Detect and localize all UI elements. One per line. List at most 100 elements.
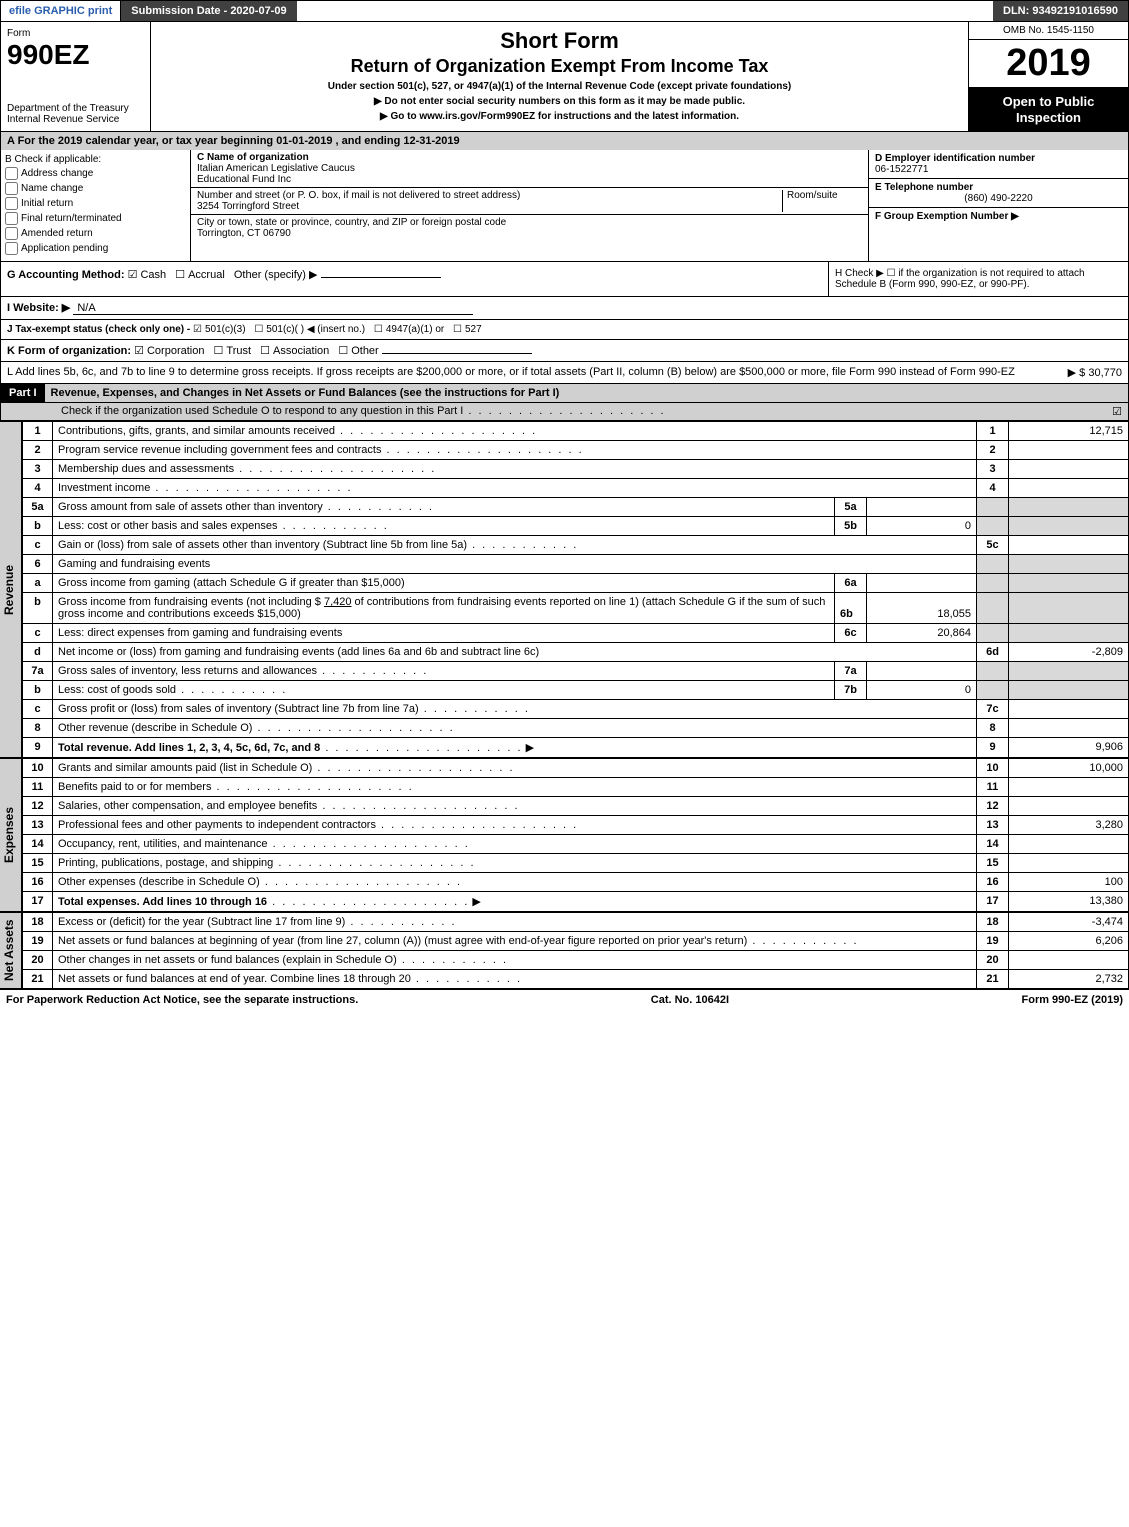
- subtitle-section: Under section 501(c), 527, or 4947(a)(1)…: [161, 81, 958, 92]
- ln: 14: [23, 835, 53, 854]
- desc: Membership dues and assessments: [53, 460, 977, 479]
- d-label: D Employer identification number: [875, 153, 1122, 164]
- val: [1009, 700, 1129, 719]
- address-cell: Number and street (or P. O. box, if mail…: [191, 188, 868, 215]
- opt-trust: Trust: [226, 345, 251, 357]
- opt-other: Other: [351, 345, 379, 357]
- chk-501c[interactable]: [254, 324, 266, 335]
- desc-wrap: Gross sales of inventory, less returns a…: [53, 662, 977, 681]
- chk-trust[interactable]: [214, 345, 227, 357]
- table-row: 5aGross amount from sale of assets other…: [23, 498, 1129, 517]
- table-row: 6Gaming and fundraising events: [23, 555, 1129, 574]
- chk-501c3[interactable]: [193, 324, 205, 335]
- desc: Program service revenue including govern…: [53, 441, 977, 460]
- grey: [977, 681, 1009, 700]
- city-value: Torrington, CT 06790: [197, 228, 862, 239]
- numcol: 9: [977, 738, 1009, 758]
- grey: [1009, 574, 1129, 593]
- expenses-section: Expenses 10Grants and similar amounts pa…: [0, 758, 1129, 912]
- desc: Gross amount from sale of assets other t…: [53, 498, 834, 516]
- grey: [1009, 517, 1129, 536]
- subln: 5b: [834, 517, 866, 535]
- val: -3,474: [1009, 913, 1129, 932]
- total-rev: Total revenue. Add lines 1, 2, 3, 4, 5c,…: [58, 742, 320, 754]
- ln: a: [23, 574, 53, 593]
- val: 3,280: [1009, 816, 1129, 835]
- chk-final-return[interactable]: Final return/terminated: [5, 212, 186, 225]
- table-row: 10Grants and similar amounts paid (list …: [23, 759, 1129, 778]
- ln: c: [23, 624, 53, 643]
- chk-4947[interactable]: [374, 324, 386, 335]
- val: 100: [1009, 873, 1129, 892]
- ln: c: [23, 700, 53, 719]
- chk-assoc[interactable]: [260, 345, 273, 357]
- chk-amended-return[interactable]: Amended return: [5, 227, 186, 240]
- org-name-2: Educational Fund Inc: [197, 174, 862, 185]
- chk-527[interactable]: [453, 324, 465, 335]
- ln: 12: [23, 797, 53, 816]
- chk-other[interactable]: [338, 345, 351, 357]
- open-public-1: Open to Public: [973, 94, 1124, 110]
- other-label: Other (specify) ▶: [234, 269, 318, 281]
- part1-sub: Check if the organization used Schedule …: [0, 403, 1129, 421]
- chk-application-pending[interactable]: Application pending: [5, 242, 186, 255]
- opt-527: 527: [465, 324, 482, 335]
- ln: 5a: [23, 498, 53, 517]
- chk-initial-return[interactable]: Initial return: [5, 197, 186, 210]
- desc-wrap: Less: direct expenses from gaming and fu…: [53, 624, 977, 643]
- website-value: N/A: [73, 302, 473, 315]
- table-row: 17Total expenses. Add lines 10 through 1…: [23, 892, 1129, 912]
- table-row: cGross profit or (loss) from sales of in…: [23, 700, 1129, 719]
- chk-cash[interactable]: [128, 269, 141, 281]
- title-shortform: Short Form: [161, 28, 958, 54]
- subval: [866, 498, 976, 516]
- group-exemption-cell: F Group Exemption Number ▶: [869, 208, 1128, 225]
- desc-wrap: Gross income from gaming (attach Schedul…: [53, 574, 977, 593]
- table-row: 11Benefits paid to or for members11: [23, 778, 1129, 797]
- dln-number: DLN: 93492191016590: [993, 1, 1128, 21]
- chk-label: Amended return: [21, 228, 93, 239]
- l-text: L Add lines 5b, 6c, and 7b to line 9 to …: [7, 366, 1058, 379]
- line-g: G Accounting Method: Cash Accrual Other …: [1, 262, 828, 296]
- ln: 17: [23, 892, 53, 912]
- other-org-input[interactable]: [382, 353, 532, 354]
- table-row: 16Other expenses (describe in Schedule O…: [23, 873, 1129, 892]
- table-row: 13Professional fees and other payments t…: [23, 816, 1129, 835]
- ln: 21: [23, 970, 53, 989]
- ln: d: [23, 643, 53, 662]
- ln: 19: [23, 932, 53, 951]
- numcol: 10: [977, 759, 1009, 778]
- subln: 7a: [834, 662, 866, 680]
- opt-assoc: Association: [273, 345, 329, 357]
- chk-label: Name change: [21, 183, 83, 194]
- numcol: 14: [977, 835, 1009, 854]
- desc: Gross income from gaming (attach Schedul…: [53, 574, 834, 592]
- cash-label: Cash: [140, 269, 166, 281]
- ln: 6: [23, 555, 53, 574]
- desc: Other expenses (describe in Schedule O): [53, 873, 977, 892]
- ln: 7a: [23, 662, 53, 681]
- grey: [977, 662, 1009, 681]
- chk-address-change[interactable]: Address change: [5, 167, 186, 180]
- numcol: 15: [977, 854, 1009, 873]
- numcol: 20: [977, 951, 1009, 970]
- ln: 9: [23, 738, 53, 758]
- phone-value: (860) 490-2220: [875, 193, 1122, 204]
- section-c: C Name of organization Italian American …: [191, 150, 868, 261]
- other-specify-input[interactable]: [321, 277, 441, 278]
- efile-link[interactable]: efile GRAPHIC print: [1, 1, 121, 21]
- table-row: 19Net assets or fund balances at beginni…: [23, 932, 1129, 951]
- chk-accrual[interactable]: [175, 269, 188, 281]
- form-number: 990EZ: [7, 39, 144, 71]
- ln: b: [23, 681, 53, 700]
- numcol: 4: [977, 479, 1009, 498]
- section-def: D Employer identification number 06-1522…: [868, 150, 1128, 261]
- chk-corp[interactable]: [134, 345, 147, 357]
- part1-checked[interactable]: ☑: [1112, 405, 1122, 418]
- netassets-table: 18Excess or (deficit) for the year (Subt…: [22, 912, 1129, 989]
- chk-name-change[interactable]: Name change: [5, 182, 186, 195]
- line-h: H Check ▶ ☐ if the organization is not r…: [828, 262, 1128, 296]
- l-amount: ▶ $ 30,770: [1058, 366, 1122, 379]
- table-row: 8Other revenue (describe in Schedule O)8: [23, 719, 1129, 738]
- ln: 3: [23, 460, 53, 479]
